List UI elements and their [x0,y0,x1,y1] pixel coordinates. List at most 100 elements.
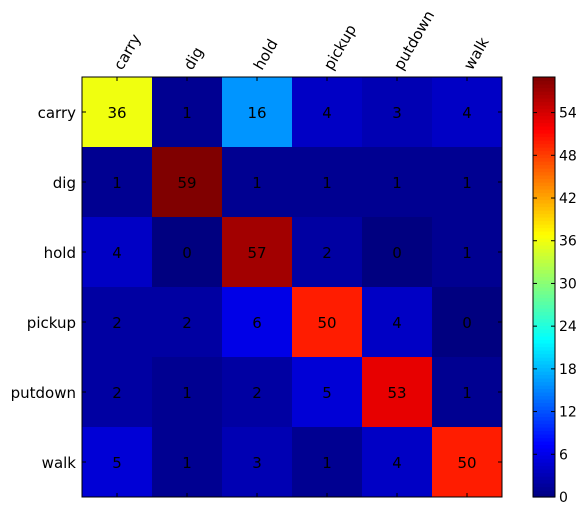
colorbar-segment [533,238,555,243]
y-tick-label-hold: hold [44,244,76,262]
heatmap-cell-hold-pickup [292,217,363,288]
heatmap-cell-carry-walk [432,77,503,148]
colorbar-segment [533,378,555,383]
colorbar-segment [533,448,555,453]
colorbar-segment [533,409,555,414]
colorbar-segment [533,126,555,131]
colorbar-segment [533,486,555,491]
colorbar-segment [533,469,555,474]
cell-value-putdown-walk: 1 [462,384,472,402]
heatmap-cell-pickup-walk [432,287,503,358]
colorbar-segment [533,161,555,166]
colorbar-segment [533,192,555,197]
colorbar-segment [533,444,555,449]
heatmap-cell-hold-walk [432,217,503,288]
colorbar-segment [533,199,555,204]
colorbar-tick-label: 18 [559,362,577,378]
cell-value-hold-walk: 1 [462,244,472,262]
heatmap-cell-pickup-dig [152,287,223,358]
heatmap-cell-putdown-dig [152,357,223,428]
heatmap-cell-dig-hold [222,147,293,218]
heatmap-cell-dig-carry [82,147,153,218]
colorbar-segment [533,87,555,92]
colorbar-segment [533,423,555,428]
colorbar-segment [533,178,555,183]
heatmap-cell-carry-hold [222,77,293,148]
colorbar-segment [533,213,555,218]
cell-value-carry-carry: 36 [107,104,126,122]
cell-value-walk-pickup: 1 [322,454,332,472]
heatmap-cell-hold-dig [152,217,223,288]
heatmap-cell-carry-pickup [292,77,363,148]
cell-value-putdown-hold: 2 [252,384,262,402]
cell-value-carry-pickup: 4 [322,104,332,122]
colorbar-segment [533,185,555,190]
colorbar-tick-label: 30 [559,276,577,292]
colorbar-frame [532,76,556,498]
cell-value-carry-walk: 4 [462,104,472,122]
colorbar-segment [533,255,555,260]
y-tick-label-carry: carry [38,104,77,122]
colorbar-segment [533,210,555,215]
heatmap-cell-hold-hold [222,217,293,288]
colorbar-segment [533,140,555,145]
cell-value-putdown-carry: 2 [112,384,122,402]
y-tick-label-pickup: pickup [27,314,76,332]
heatmap-cell-walk-carry [82,427,153,498]
colorbar-segment [533,458,555,463]
colorbar-segment [533,231,555,236]
cell-value-pickup-walk: 0 [462,314,472,332]
cell-value-putdown-dig: 1 [182,384,192,402]
heatmap-cell-pickup-putdown [362,287,433,358]
colorbar-segment [533,350,555,355]
cell-value-walk-hold: 3 [252,454,262,472]
cell-value-pickup-dig: 2 [182,314,192,332]
cell-value-carry-hold: 16 [247,104,266,122]
colorbar-segment [533,294,555,299]
colorbar-segment [533,189,555,194]
heatmap-cell-pickup-hold [222,287,293,358]
colorbar-segment [533,413,555,418]
colorbar-segment [533,392,555,397]
colorbar-segment [533,287,555,292]
colorbar-segment [533,360,555,365]
colorbar-segment [533,280,555,285]
colorbar-segment [533,227,555,232]
colorbar-segment [533,416,555,421]
colorbar-segment [533,108,555,113]
cell-value-walk-dig: 1 [182,454,192,472]
colorbar-segment [533,301,555,306]
colorbar-segment [533,329,555,334]
x-tick-label-walk: walk [460,34,493,73]
cell-value-putdown-putdown: 53 [387,384,406,402]
heatmap-cell-pickup-carry [82,287,153,358]
colorbar-segment [533,84,555,89]
heatmap-cell-dig-dig [152,147,223,218]
colorbar-segment [533,385,555,390]
colorbar-tick-label: 36 [559,234,577,250]
colorbar-segment [533,273,555,278]
colorbar-segment [533,399,555,404]
cell-value-dig-walk: 1 [462,174,472,192]
colorbar-segment [533,371,555,376]
colorbar-segment [533,119,555,124]
colorbar-segment [533,315,555,320]
colorbar-segment [533,374,555,379]
colorbar-segment [533,164,555,169]
colorbar-segment [533,343,555,348]
plot-frame [81,76,503,498]
colorbar-segment [533,80,555,85]
colorbar-segment [533,157,555,162]
cell-value-carry-dig: 1 [182,104,192,122]
y-tick-label-dig: dig [53,174,76,192]
colorbar-segment [533,112,555,117]
heatmap-cell-putdown-pickup [292,357,363,428]
colorbar-segment [533,91,555,96]
heatmap-cell-walk-pickup [292,427,363,498]
colorbar-segment [533,262,555,267]
colorbar-tick-label: 24 [559,319,577,335]
colorbar-segment [533,381,555,386]
cell-value-dig-hold: 1 [252,174,262,192]
colorbar-segment [533,430,555,435]
